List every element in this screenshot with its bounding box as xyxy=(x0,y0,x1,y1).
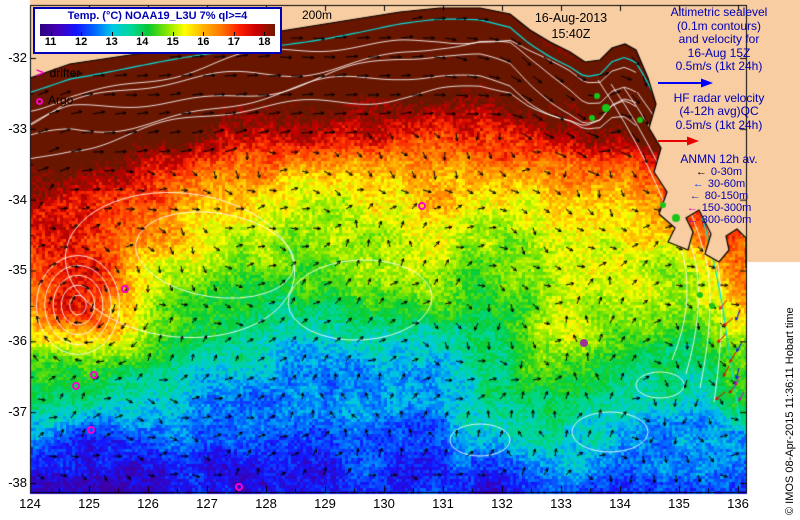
anmn-depth-label: 30-60m xyxy=(707,178,746,190)
argo-label: Argo xyxy=(48,93,74,107)
drifter-legend-item: > drifter xyxy=(36,65,81,81)
date-label: 16-Aug-2013 xyxy=(534,11,608,25)
anmn-depth-arrow-icon: ← xyxy=(686,214,698,226)
right-info-panel: Altimetric sealevel (0.1m contours) and … xyxy=(642,5,796,226)
argo-symbol-icon xyxy=(36,98,43,105)
anmn-depth-arrow-icon: ← xyxy=(689,190,701,202)
hf-caption-line: (4-12h avg)QC xyxy=(679,104,759,118)
colorbar-title: Temp. (°C) NOAA19_L3U 7% ql>=4 xyxy=(67,10,248,22)
anmn-depth-arrow-icon: ← xyxy=(686,202,698,214)
colorbar-tick-label: 18 xyxy=(258,36,271,48)
anmn-list: ← 0-30m ← 30-60m ← 80-150m ← 150-300m ← 300-600m xyxy=(642,166,796,226)
altimetric-caption-line: 16-Aug 15Z xyxy=(687,45,751,60)
depth-contour-label: 200m xyxy=(302,8,333,22)
colorbar-tick-label: 17 xyxy=(227,36,240,48)
colorbar-tick-mark xyxy=(111,32,113,36)
colorbar-tick-label: 11 xyxy=(44,36,57,48)
drifter-symbol-icon: > xyxy=(36,65,44,80)
colorbar: Temp. (°C) NOAA19_L3U 7% ql>=4 11 12 13 14 1… xyxy=(33,7,282,54)
hf-velocity-arrow-icon xyxy=(658,136,699,146)
anmn-depth-item: ← 300-600m xyxy=(642,214,796,226)
anmn-depth-label: 0-30m xyxy=(710,166,743,178)
copyright-note: © IMOS 08-Apr-2015 11:36:11 Hobart time xyxy=(784,307,796,515)
altimetric-caption-line: and velocity for xyxy=(678,32,760,46)
map-marker-legend: > drifter Argo xyxy=(36,66,80,120)
colorbar-tick-mark xyxy=(50,32,52,36)
altimetric-caption-line: Altimetric sealevel xyxy=(670,5,768,19)
altimetric-velocity-arrow-icon xyxy=(658,78,713,87)
time-label: 15:40Z xyxy=(551,27,591,41)
anmn-depth-label: 80-150m xyxy=(704,190,749,202)
drifter-label: drifter xyxy=(49,66,81,80)
anmn-depth-label: 150-300m xyxy=(701,202,752,214)
colorbar-tick-mark xyxy=(264,32,266,36)
colorbar-tick-mark xyxy=(142,32,144,36)
colorbar-gradient xyxy=(40,24,275,36)
altimetric-caption-line: (0.1m contours) xyxy=(676,18,762,33)
colorbar-tick-mark xyxy=(81,32,83,36)
argo-legend-item: Argo xyxy=(36,93,80,107)
anmn-depth-arrow-icon: ← xyxy=(692,178,704,190)
altimetric-scale-label: 0.5m/s (1kt 24h) xyxy=(675,59,763,73)
anmn-depth-label: 300-600m xyxy=(701,214,752,226)
anmn-depth-arrow-icon: ← xyxy=(695,166,707,178)
anmn-depth-item: ← 150-300m xyxy=(642,202,796,214)
colorbar-tick-mark xyxy=(172,32,174,36)
colorbar-tick-label: 14 xyxy=(136,36,149,48)
hf-caption-line: HF radar velocity xyxy=(673,90,765,105)
anmn-depth-item: ← 30-60m xyxy=(642,178,796,190)
hf-scale-label: 0.5m/s (1kt 24h) xyxy=(675,117,763,132)
colorbar-tick-label: 16 xyxy=(197,36,210,48)
anmn-title: ANMN 12h av. xyxy=(680,152,758,166)
colorbar-tick-mark xyxy=(203,32,205,36)
colorbar-tick-label: 12 xyxy=(75,36,88,48)
anmn-depth-item: ← 80-150m xyxy=(642,190,796,202)
colorbar-ticks: 11 12 13 14 15 16 17 18 xyxy=(40,36,275,49)
datetime-block: 16-Aug-2013 15:40Z xyxy=(515,10,627,42)
colorbar-tick-label: 15 xyxy=(166,36,179,48)
colorbar-tick-label: 13 xyxy=(105,36,118,48)
colorbar-tick-mark xyxy=(233,32,235,36)
anmn-depth-item: ← 0-30m xyxy=(642,166,796,178)
